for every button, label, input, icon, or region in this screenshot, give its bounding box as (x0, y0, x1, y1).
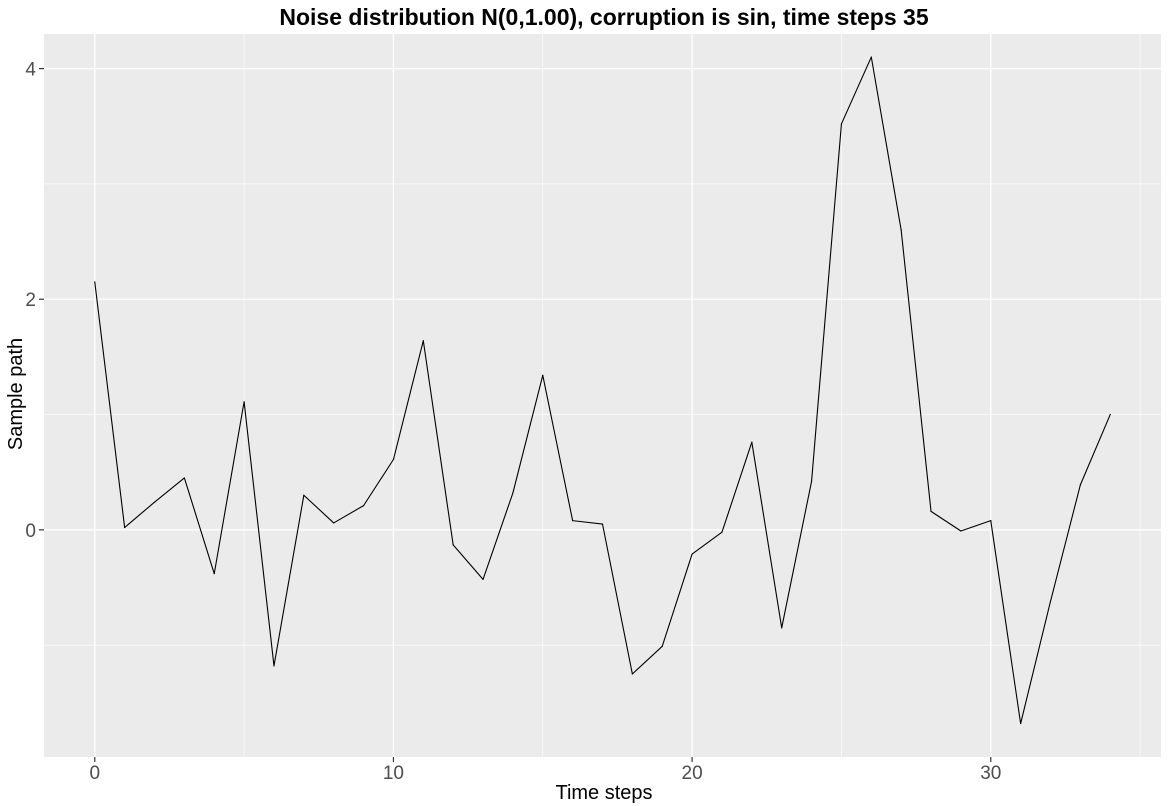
data-point (990, 520, 992, 522)
data-point (870, 56, 872, 58)
data-point (840, 123, 843, 125)
x-tick-label: 10 (383, 763, 404, 784)
data-point (94, 281, 96, 283)
data-point (153, 501, 156, 503)
data-point (1020, 722, 1022, 725)
y-tick-label: 4 (25, 60, 36, 81)
x-tick-label: 30 (980, 763, 1001, 784)
y-axis: 0 2 4 (25, 60, 44, 542)
data-point (303, 494, 305, 496)
data-point (362, 505, 365, 507)
x-tick-label: 0 (89, 763, 100, 784)
data-point (542, 374, 544, 376)
data-point (930, 510, 932, 512)
minor-gridlines (44, 34, 1161, 757)
data-point (900, 229, 902, 231)
data-point (810, 480, 813, 483)
data-point (691, 553, 693, 555)
data-point (422, 340, 424, 342)
y-axis-label: Sample path (5, 338, 27, 450)
data-point (243, 401, 245, 403)
x-axis: 0 10 20 30 (89, 757, 1001, 784)
data-point (124, 526, 126, 529)
data-point (213, 573, 215, 575)
data-point (273, 665, 275, 667)
x-axis-label: Time steps (555, 782, 652, 804)
series-layer (94, 56, 1111, 725)
data-point (452, 544, 454, 546)
data-point (721, 531, 723, 533)
data-point (661, 645, 663, 647)
data-point (333, 522, 335, 524)
data-point (1079, 484, 1081, 486)
data-point (572, 520, 574, 522)
data-point (631, 673, 633, 675)
major-gridlines (44, 34, 1161, 757)
chart-title: Noise distribution N(0,1.00), corruption… (279, 4, 928, 30)
data-point (392, 458, 395, 461)
data-point (482, 578, 484, 581)
x-tick-label: 20 (682, 763, 703, 784)
data-point (781, 627, 783, 629)
data-point (183, 477, 185, 479)
data-point (1109, 413, 1111, 416)
data-point (601, 523, 604, 525)
data-point (960, 530, 962, 532)
data-point (512, 492, 514, 494)
y-tick-label: 2 (25, 290, 36, 311)
y-tick-label: 0 (25, 521, 36, 542)
data-point (751, 441, 753, 443)
data-point (1049, 600, 1052, 602)
plot-panel (44, 34, 1161, 757)
